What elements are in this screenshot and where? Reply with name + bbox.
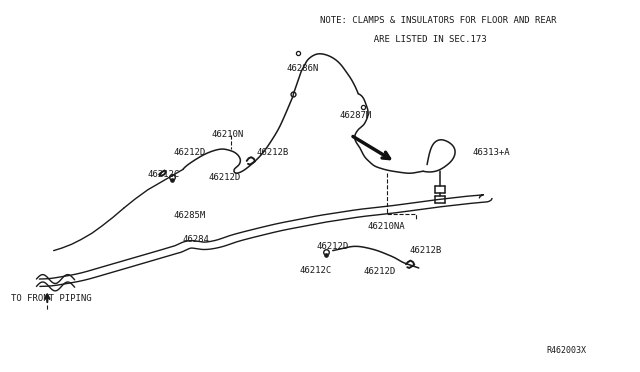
Text: 46212D: 46212D [173,148,205,157]
Text: R462003X: R462003X [546,346,586,355]
Text: 46286N: 46286N [287,64,319,73]
Text: 46212C: 46212C [148,170,180,179]
Text: 46212B: 46212B [409,246,442,255]
Text: 46284: 46284 [183,235,210,244]
Text: 46212C: 46212C [300,266,332,275]
Text: 46287M: 46287M [339,111,371,121]
Text: TO FRONT PIPING: TO FRONT PIPING [11,294,92,303]
Text: 46210NA: 46210NA [368,222,405,231]
Text: ARE LISTED IN SEC.173: ARE LISTED IN SEC.173 [320,35,486,44]
Text: 46285M: 46285M [173,211,205,220]
Text: 46212D: 46212D [317,243,349,251]
Text: 46212D: 46212D [209,173,241,182]
Text: 46212B: 46212B [256,148,289,157]
Text: 46313+A: 46313+A [473,148,511,157]
Text: NOTE: CLAMPS & INSULATORS FOR FLOOR AND REAR: NOTE: CLAMPS & INSULATORS FOR FLOOR AND … [320,16,557,25]
Text: 46212D: 46212D [364,267,396,276]
Text: 46210N: 46210N [212,130,244,139]
